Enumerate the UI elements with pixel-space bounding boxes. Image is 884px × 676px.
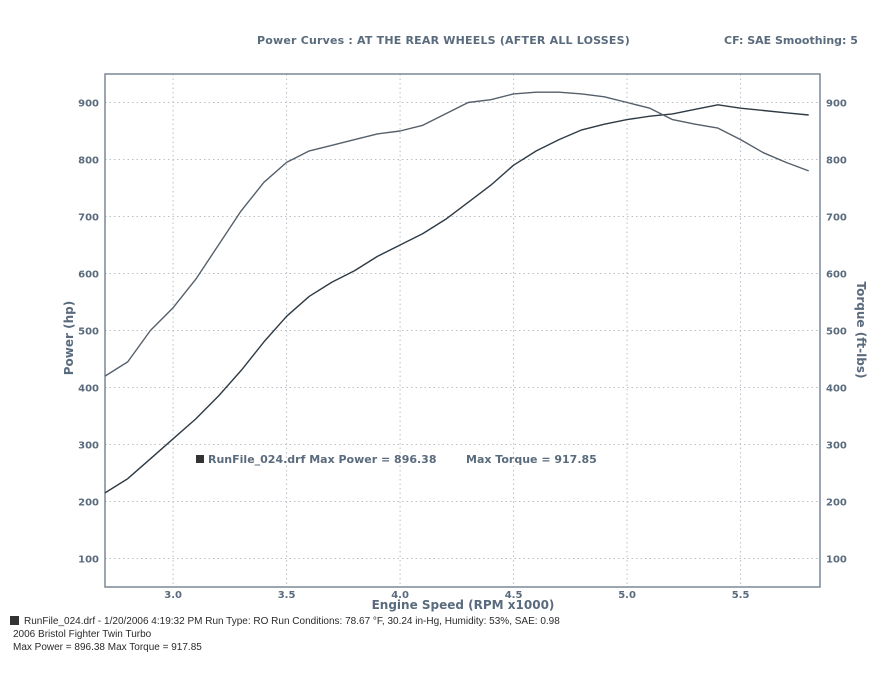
legend-swatch — [196, 455, 204, 463]
y-tick-left: 300 — [78, 441, 99, 452]
series-line-torque — [104, 91, 809, 377]
y-tick-left: 500 — [78, 327, 99, 338]
series-group — [104, 91, 809, 494]
plot-frame — [104, 73, 821, 588]
y-tick-right: 300 — [826, 441, 847, 452]
run-info: RunFile_024.drf - 1/20/2006 4:19:32 PM R… — [10, 615, 560, 654]
run-info-max: Max Power = 896.38 Max Torque = 917.85 — [13, 642, 202, 653]
y-axis-left: 100 200 300 400 500 600 700 800 900 — [78, 99, 99, 566]
y-tick-left: 900 — [78, 99, 99, 110]
legend: RunFile_024.drf Max Power = 896.38 Max T… — [196, 453, 597, 466]
x-tick: 4.5 — [505, 590, 523, 601]
x-tick: 3.0 — [164, 590, 182, 601]
y-tick-left: 800 — [78, 156, 99, 167]
legend-torque-label: Max Torque = 917.85 — [466, 453, 597, 466]
grid — [105, 74, 820, 587]
chart-title: Power Curves : AT THE REAR WHEELS (AFTER… — [257, 34, 630, 47]
legend-run-label: RunFile_024.drf Max Power = 896.38 — [208, 453, 437, 466]
y-axis-label-left: Power (hp) — [62, 301, 76, 375]
y-axis-label-right: Torque (ft-lbs) — [854, 282, 868, 379]
x-axis-label: Engine Speed (RPM x1000) — [372, 598, 555, 612]
run-info-vehicle: 2006 Bristol Fighter Twin Turbo — [13, 629, 152, 640]
y-tick-left: 600 — [78, 270, 99, 281]
x-axis: 3.0 3.5 4.0 4.5 5.0 5.5 — [164, 590, 749, 601]
x-tick: 5.5 — [732, 590, 750, 601]
y-axis-right: 100 200 300 400 500 600 700 800 900 — [826, 99, 847, 566]
y-tick-left: 200 — [78, 498, 99, 509]
y-tick-right: 800 — [826, 156, 847, 167]
chart-settings: CF: SAE Smoothing: 5 — [724, 34, 858, 47]
y-tick-right: 600 — [826, 270, 847, 281]
run-swatch — [10, 616, 19, 625]
x-tick: 4.0 — [391, 590, 409, 601]
y-tick-right: 900 — [826, 99, 847, 110]
y-tick-left: 100 — [78, 555, 99, 566]
y-tick-left: 700 — [78, 213, 99, 224]
y-tick-left: 400 — [78, 384, 99, 395]
y-tick-right: 500 — [826, 327, 847, 338]
y-tick-right: 700 — [826, 213, 847, 224]
y-tick-right: 200 — [826, 498, 847, 509]
y-tick-right: 400 — [826, 384, 847, 395]
run-info-line1: RunFile_024.drf - 1/20/2006 4:19:32 PM R… — [10, 615, 560, 628]
series-line-power — [104, 104, 809, 494]
y-tick-right: 100 — [826, 555, 847, 566]
x-tick: 3.5 — [278, 590, 296, 601]
x-tick: 5.0 — [618, 590, 636, 601]
